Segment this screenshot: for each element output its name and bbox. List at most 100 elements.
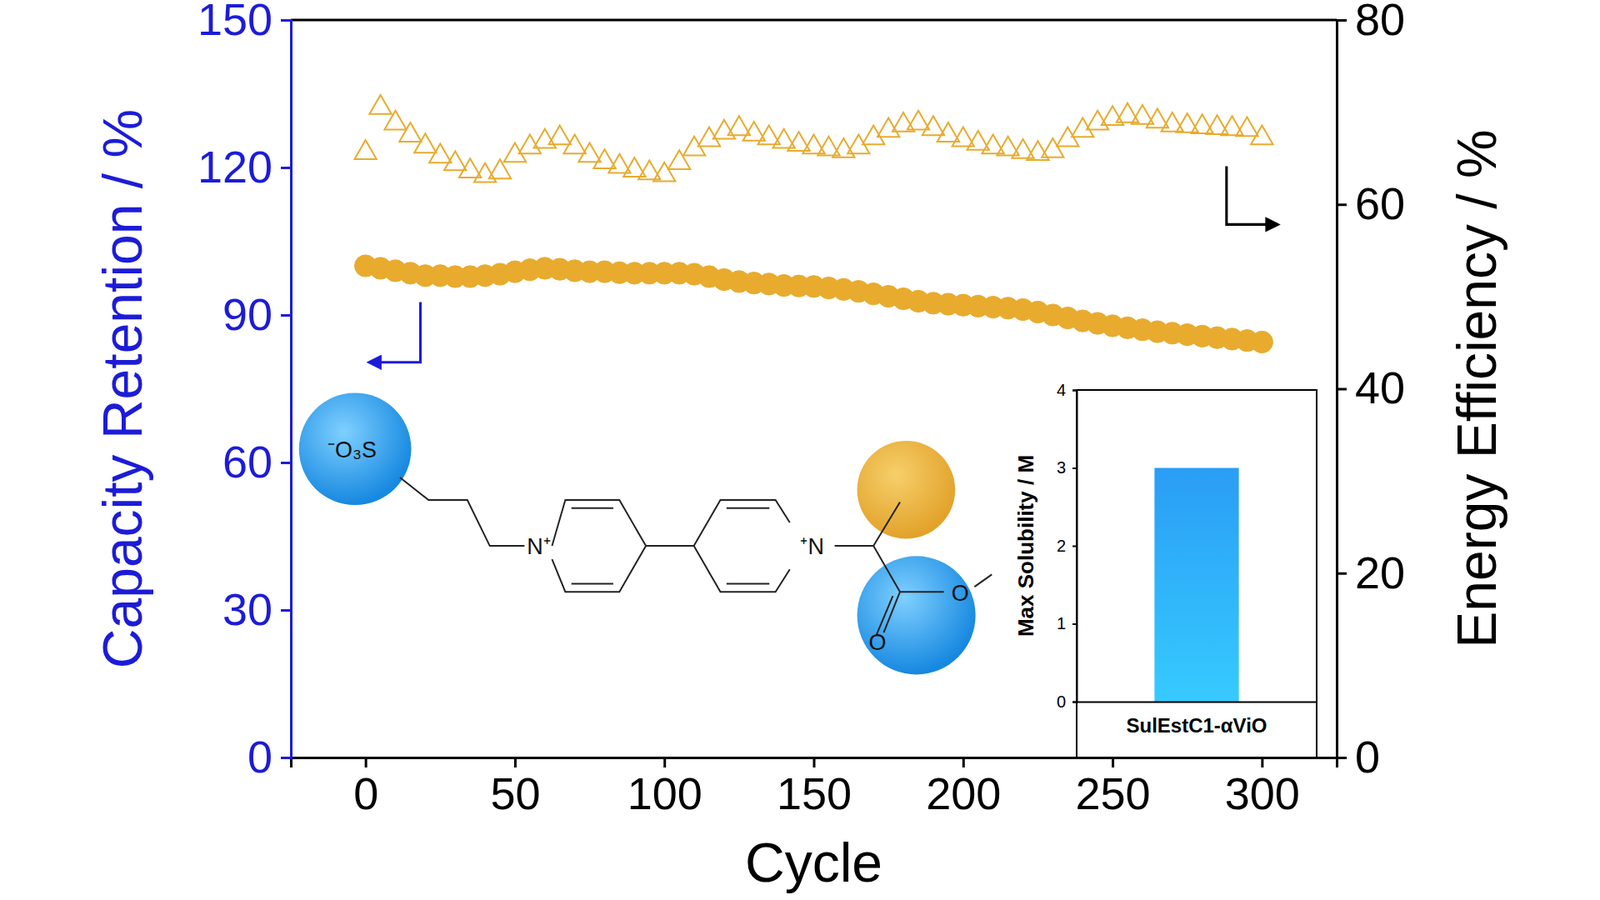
tick: 80 bbox=[1336, 0, 1405, 45]
tick-label: 0 bbox=[247, 731, 273, 782]
tick-mark bbox=[1336, 756, 1347, 760]
tick: 150 bbox=[197, 0, 291, 45]
frame-top bbox=[290, 19, 1337, 22]
marker bbox=[399, 122, 421, 142]
tick-label: 150 bbox=[776, 768, 852, 819]
tick-label: 40 bbox=[1355, 362, 1405, 413]
marker bbox=[862, 125, 885, 145]
tick-mark bbox=[813, 757, 816, 768]
tick-mark bbox=[514, 757, 517, 768]
series bbox=[354, 95, 1273, 183]
marker bbox=[1205, 115, 1228, 135]
tick: 30 bbox=[222, 584, 291, 635]
tick-mark bbox=[280, 166, 291, 170]
tick-mark bbox=[280, 609, 291, 612]
tick-mark bbox=[280, 756, 291, 760]
tick-label: 200 bbox=[925, 768, 1001, 819]
marker bbox=[1176, 113, 1199, 133]
marker bbox=[429, 144, 451, 164]
bar bbox=[1154, 468, 1239, 703]
tick: 0 bbox=[1336, 731, 1380, 782]
y-axis-title: Capacity Retention / % bbox=[91, 109, 154, 669]
marker bbox=[877, 118, 900, 138]
x-axis-line bbox=[291, 758, 1338, 769]
arrow bbox=[369, 301, 420, 362]
marker bbox=[981, 134, 1004, 154]
marker bbox=[638, 160, 660, 180]
tick-label: 2 bbox=[1056, 536, 1066, 555]
marker bbox=[668, 150, 690, 170]
inset-bars bbox=[1154, 468, 1239, 703]
bond bbox=[974, 574, 992, 587]
tick-label: 150 bbox=[197, 0, 273, 45]
chart: 0501001502002503000306090120150020406080… bbox=[0, 0, 1600, 900]
highlight bbox=[857, 440, 956, 540]
tick: 50 bbox=[490, 757, 540, 819]
tick: 100 bbox=[627, 757, 703, 819]
tick-mark bbox=[1072, 623, 1077, 625]
tick-label: 30 bbox=[222, 584, 273, 635]
x-axis-title: Cycle bbox=[745, 831, 883, 894]
tick-label: 4 bbox=[1056, 380, 1066, 400]
tick: 120 bbox=[197, 141, 291, 192]
tick-mark bbox=[280, 461, 291, 465]
x-axis: 0 50 100 150 200 250 300 bbox=[291, 757, 1338, 819]
marker bbox=[549, 125, 571, 145]
tick-label: 100 bbox=[627, 768, 703, 819]
inset-x-axis-line bbox=[1077, 701, 1318, 704]
tick: 300 bbox=[1225, 757, 1300, 819]
bond bbox=[645, 545, 695, 547]
marker bbox=[369, 95, 391, 115]
tick-mark bbox=[1072, 390, 1077, 392]
tick-mark bbox=[1336, 203, 1347, 206]
plot-area bbox=[354, 95, 1273, 354]
tick-label: 1 bbox=[1056, 614, 1066, 633]
marker bbox=[1161, 112, 1184, 132]
tick-mark bbox=[1111, 757, 1115, 768]
tick-mark bbox=[1336, 572, 1347, 575]
tick: 20 bbox=[1336, 547, 1405, 598]
marker bbox=[414, 133, 436, 153]
bond bbox=[873, 545, 944, 592]
marker bbox=[519, 134, 541, 154]
tick: 40 bbox=[1336, 362, 1405, 413]
bond bbox=[726, 582, 770, 585]
tick: 2 bbox=[1056, 536, 1077, 555]
marker bbox=[922, 115, 945, 135]
tick-label: 0 bbox=[1056, 692, 1066, 711]
tick-mark bbox=[280, 314, 291, 317]
marker bbox=[1116, 103, 1139, 123]
marker bbox=[444, 150, 466, 170]
tick-label: 20 bbox=[1355, 547, 1405, 598]
highlight bbox=[857, 555, 976, 675]
tick-label: 300 bbox=[1225, 768, 1300, 819]
tick-label: 60 bbox=[1355, 178, 1405, 229]
inset-y-axis-line bbox=[1072, 390, 1078, 703]
tick: 0 bbox=[247, 731, 291, 782]
tick-mark bbox=[280, 19, 291, 22]
marker bbox=[1250, 330, 1273, 353]
tick-label: 0 bbox=[1355, 731, 1380, 782]
tick: 60 bbox=[222, 436, 291, 487]
bond bbox=[726, 507, 770, 510]
marker bbox=[817, 136, 840, 156]
tick-label: 3 bbox=[1056, 458, 1066, 477]
bond bbox=[400, 477, 525, 546]
tick: 250 bbox=[1075, 757, 1151, 819]
atom-label: ⁻O₃S bbox=[327, 437, 377, 463]
bond bbox=[571, 507, 614, 510]
arrow bbox=[1226, 166, 1278, 225]
tick-label: 0 bbox=[353, 768, 379, 819]
y2-axis-title: Energy Efficiency / % bbox=[1445, 129, 1508, 648]
inset-frame bbox=[1076, 390, 1317, 758]
tick-mark bbox=[663, 757, 666, 768]
tick: 0 bbox=[1056, 692, 1077, 711]
inset-x-axis: SulEstC1-αViO bbox=[1077, 701, 1318, 737]
tick-label: 50 bbox=[490, 768, 540, 819]
tick: 1 bbox=[1056, 614, 1077, 633]
bond bbox=[835, 501, 900, 546]
marker bbox=[1011, 139, 1034, 159]
tick-mark bbox=[1260, 757, 1264, 768]
marker bbox=[563, 134, 585, 154]
atom-label: ⁺N bbox=[800, 534, 824, 560]
